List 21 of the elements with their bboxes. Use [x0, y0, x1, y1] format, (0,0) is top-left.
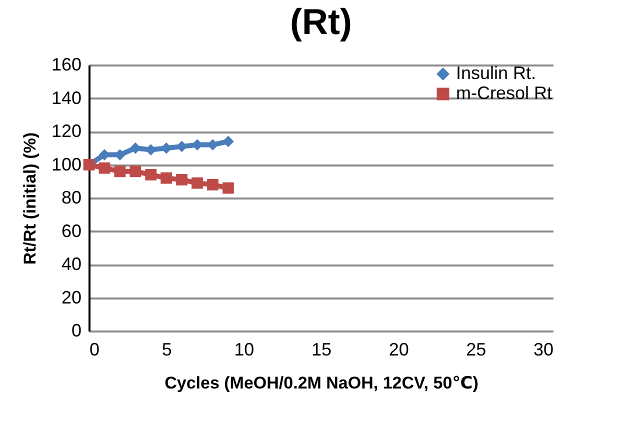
x-axis-title: Cycles (MeOH/0.2M NaOH, 12CV, 50℃): [164, 374, 478, 392]
x-tick-label: 0: [90, 340, 100, 360]
y-tick-label: 20: [61, 287, 82, 308]
x-tick-label: 5: [162, 340, 172, 360]
y-tick-label: 160: [51, 54, 82, 74]
legend-label: m-Cresol Rt: [456, 83, 552, 103]
legend-label: Insulin Rt.: [456, 63, 536, 83]
x-tick-label: 10: [234, 340, 254, 360]
x-tick-label: 15: [311, 340, 332, 360]
x-tick-label: 20: [388, 340, 409, 360]
y-tick-label: 80: [61, 188, 82, 208]
y-axis-title: Rt/Rt (initial) (%): [20, 132, 40, 265]
y-tick-label: 0: [71, 320, 82, 340]
y-tick-label: 40: [61, 254, 82, 274]
y-tick-label: 120: [51, 121, 82, 141]
x-tick-label: 25: [466, 340, 486, 360]
y-tick-label: 60: [61, 220, 82, 241]
y-tick-label: 140: [51, 88, 82, 108]
x-tick-label: 30: [533, 340, 554, 360]
chart-title: (Rt): [290, 1, 352, 42]
y-tick-label: 100: [51, 154, 82, 174]
